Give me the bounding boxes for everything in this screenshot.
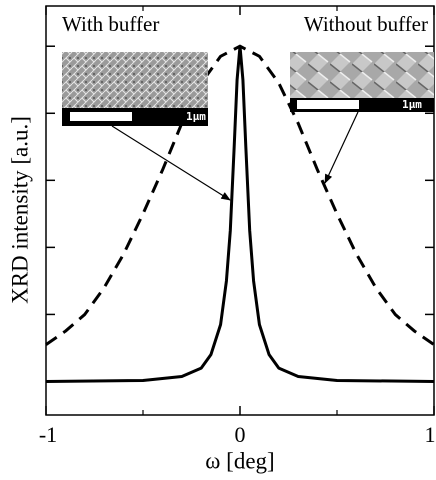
sem-image-left: [62, 52, 208, 108]
y-axis-title: XRD intensity [a.u.]: [7, 116, 32, 304]
annotation: Without buffer: [304, 12, 428, 36]
annotation: With buffer: [62, 12, 159, 36]
arrow: [324, 111, 359, 184]
x-tick-label: -1: [39, 422, 57, 447]
x-tick-label: 1: [425, 422, 436, 447]
x-axis-title: ω [deg]: [205, 448, 274, 473]
scale-label: 1μm: [186, 110, 206, 123]
x-tick-label: 0: [235, 422, 246, 447]
scale-label: 1μm: [402, 98, 422, 111]
data-line: [45, 44, 435, 346]
scale-bar: [70, 112, 132, 121]
scale-bar: [297, 100, 359, 109]
arrow: [111, 125, 231, 201]
sem-image-right: [290, 52, 434, 98]
